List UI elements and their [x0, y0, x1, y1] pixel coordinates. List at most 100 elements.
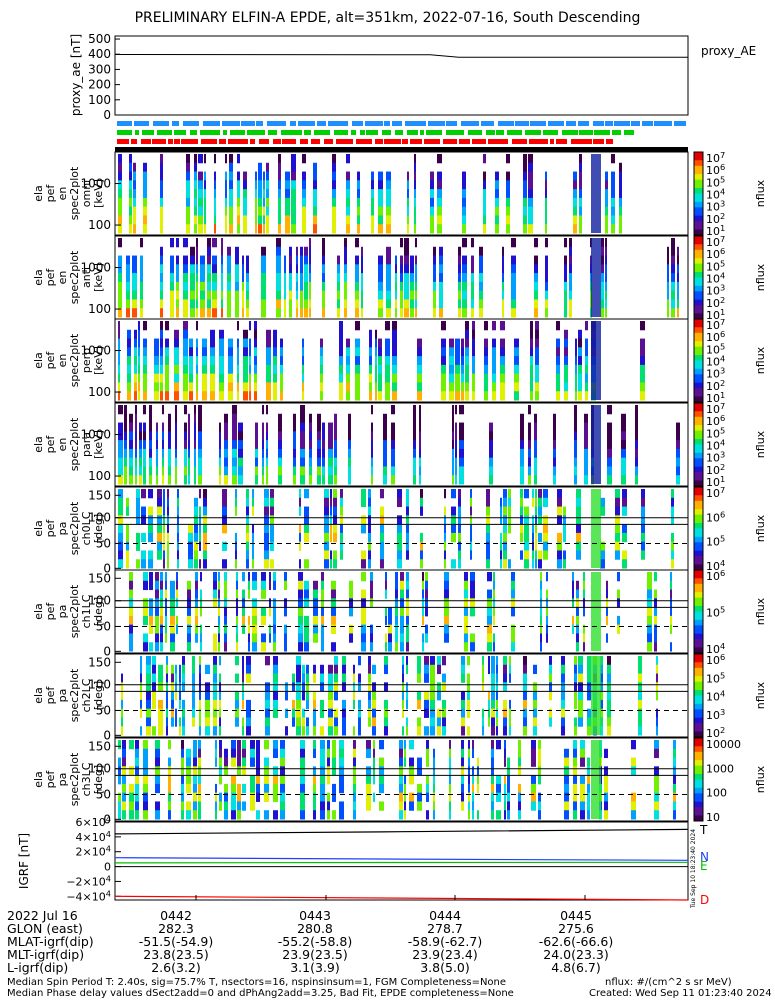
spectrogram-cell: [313, 598, 318, 608]
spectrogram-cell: [371, 466, 373, 476]
spectrogram-cell: [291, 206, 296, 216]
spectrogram-cell: [654, 748, 659, 759]
spectrogram-cell: [155, 801, 160, 811]
spectrogram-cell: [420, 489, 423, 499]
spectrogram-cell: [224, 792, 228, 802]
spectrogram-cell: [252, 541, 254, 551]
spectrogram-cell: [266, 431, 268, 441]
spectrogram-cell: [236, 598, 238, 608]
spectrogram-cell: [479, 273, 483, 283]
spectrogram-cell: [656, 682, 658, 692]
spectrogram-cell: [264, 532, 269, 543]
spectrogram-cell: [511, 624, 515, 634]
spectrogram-cell: [531, 775, 536, 785]
spectrogram-cell: [235, 497, 237, 508]
colorbar-segment: [694, 472, 703, 476]
spectrogram-cell: [168, 413, 171, 424]
spectrogram-cell: [449, 347, 454, 357]
spectrogram-cell: [368, 489, 371, 499]
spectrogram-cell: [194, 189, 197, 199]
spectrogram-cell: [585, 321, 588, 331]
spectrogram-cell: [361, 281, 363, 292]
spectrogram-cell: [538, 757, 541, 767]
spectrogram-cell: [298, 598, 303, 608]
spectrogram-axis-label: en: [56, 438, 69, 452]
spectrogram-cell: [210, 364, 215, 375]
colorbar-segment: [694, 182, 703, 186]
spectrogram-cell: [488, 708, 490, 718]
spectrogram-cell: [487, 598, 492, 608]
spectrogram-cell: [600, 506, 605, 516]
mlat-value: -62.6(-66.6): [538, 934, 614, 949]
spectrogram-cell: [503, 708, 507, 718]
spectrogram-cell: [400, 264, 403, 274]
spectrogram-cell: [177, 550, 179, 560]
spectrogram-cell: [118, 775, 121, 785]
spectrogram-cell: [486, 515, 490, 525]
spectrogram-cell: [534, 281, 538, 292]
indicator-bar-segment: [314, 130, 330, 135]
spectrogram-cell: [528, 215, 533, 225]
spectrogram-cell: [322, 457, 325, 467]
spectrogram-cell: [132, 299, 137, 309]
spectrogram-cell: [654, 607, 657, 617]
spectrogram-cell: [635, 466, 638, 476]
spectrogram-cell: [304, 246, 308, 257]
spectrogram-cell: [155, 607, 159, 617]
spectrogram-cell: [224, 466, 228, 476]
spectrogram-cell: [538, 775, 541, 785]
spectrogram-cell: [255, 475, 258, 485]
spectrogram-cell: [327, 792, 330, 802]
spectrogram-cell: [304, 633, 309, 643]
spectrogram-cell: [500, 373, 505, 383]
spectrogram-cell: [671, 541, 674, 551]
spectrogram-cell: [227, 246, 231, 257]
spectrogram-cell: [523, 224, 527, 234]
spectrogram-cell: [300, 748, 305, 759]
spectrogram-cell: [579, 206, 582, 216]
spectrogram-cell: [224, 448, 228, 459]
spectrogram-cell: [437, 189, 442, 199]
indicator-bar-segment: [324, 139, 333, 144]
spectrogram-cell: [181, 792, 184, 802]
spectrogram-cell: [573, 224, 577, 234]
spectrogram-cell: [302, 347, 304, 357]
spectrogram-cell: [549, 691, 552, 701]
spectrogram-cell: [366, 740, 371, 750]
spectrogram-cell: [298, 642, 303, 652]
spectrogram-cell: [383, 466, 387, 476]
spectrogram-cell: [496, 699, 498, 710]
indicator-bar-segment: [117, 121, 132, 126]
spectrogram-cell: [300, 448, 305, 459]
spectrogram-panel: [118, 321, 645, 401]
spectrogram-cell: [249, 347, 251, 357]
colorbar-segment: [694, 760, 703, 764]
colorbar-segment: [694, 678, 703, 683]
spectrogram-cell: [165, 373, 169, 383]
spectrogram-cell: [139, 440, 142, 450]
spectrogram-cell: [504, 783, 506, 794]
spectrogram-cell: [215, 757, 217, 767]
spectrogram-cell: [309, 238, 311, 248]
spectrogram-cell: [334, 457, 337, 467]
spectrogram-cell: [587, 775, 590, 785]
spectrogram-cell: [585, 382, 588, 392]
spectrogram-cell: [493, 615, 495, 626]
indicator-bar-segment: [328, 121, 348, 126]
spectrogram-cell: [670, 598, 672, 608]
colorbar-segment: [694, 738, 703, 742]
spectrogram-cell: [187, 642, 191, 652]
spectrogram-cell: [118, 329, 120, 340]
spectrogram-cell: [607, 475, 612, 485]
spectrogram-cell: [289, 281, 292, 292]
spectrogram-cell: [528, 189, 533, 199]
spectrogram-cell: [677, 308, 679, 318]
spectrogram-cell: [231, 757, 236, 767]
spectrogram-cell: [503, 699, 507, 710]
spectrogram-cell: [615, 541, 620, 551]
spectrogram-cell: [619, 197, 622, 208]
spectrogram-cell: [320, 757, 325, 767]
colorbar-tick-label: 102: [706, 462, 725, 477]
spectrogram-cell: [540, 598, 542, 608]
spectrogram-cell: [451, 559, 456, 569]
